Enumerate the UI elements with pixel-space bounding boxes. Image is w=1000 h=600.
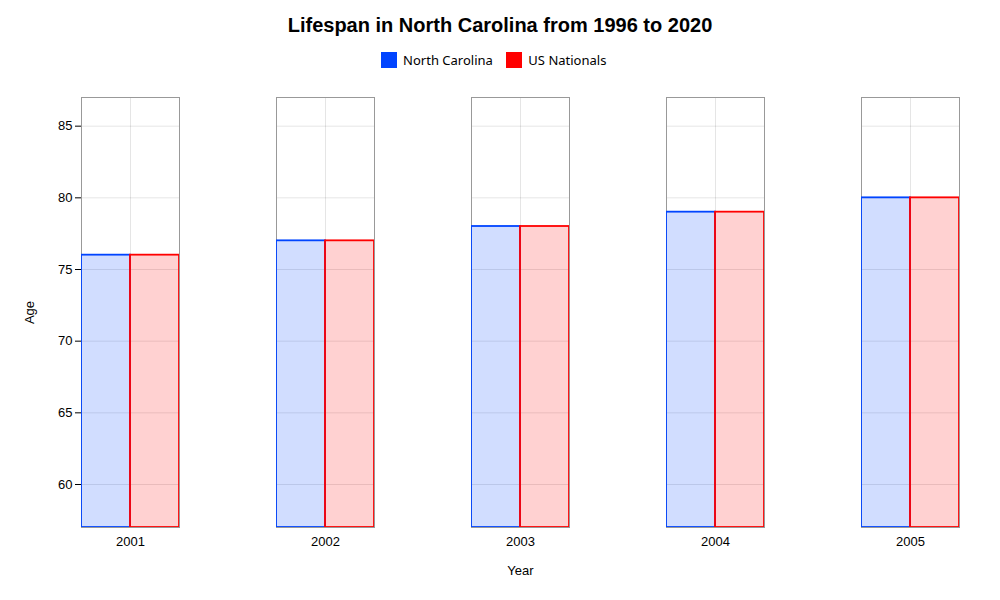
- svg-text:Age: Age: [22, 300, 37, 323]
- svg-text:60: 60: [58, 476, 72, 491]
- svg-text:2004: 2004: [701, 533, 730, 548]
- html-text:US Nationals: US Nationals: [528, 50, 607, 69]
- svg-text:70: 70: [58, 333, 72, 348]
- svg-text:2005: 2005: [896, 533, 925, 548]
- svg-text:2001: 2001: [116, 533, 145, 548]
- svg-text:65: 65: [58, 404, 72, 419]
- svg-text:2002: 2002: [311, 533, 340, 548]
- html-text:North Carolina: North Carolina: [403, 50, 493, 69]
- svg-text:80: 80: [58, 189, 72, 204]
- svg-text:75: 75: [58, 261, 72, 276]
- html-text:Lifespan in North Carolina fro: Lifespan in North Carolina from 1996 to …: [287, 14, 713, 36]
- svg-text:2003: 2003: [506, 533, 535, 548]
- svg-text:Year: Year: [507, 562, 534, 577]
- svg-text:85: 85: [58, 118, 72, 133]
